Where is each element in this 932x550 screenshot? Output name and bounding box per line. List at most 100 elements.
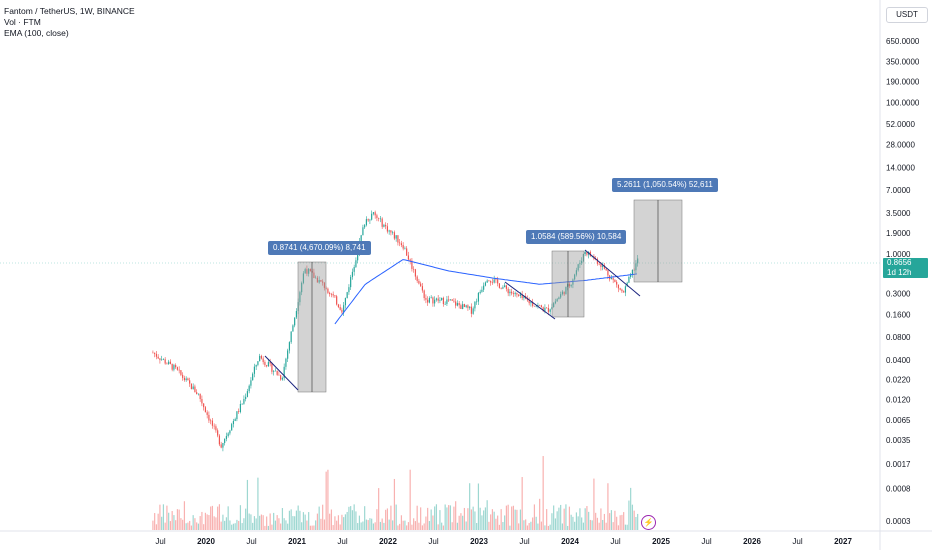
volume-bar	[208, 515, 210, 530]
volume-bar	[217, 506, 219, 530]
candle-body	[283, 366, 285, 379]
candle-body	[315, 277, 317, 279]
volume-bar	[530, 521, 532, 530]
candle-body	[344, 298, 347, 306]
volume-bar	[605, 522, 607, 530]
candle-body	[624, 286, 627, 293]
volume-bar	[301, 522, 303, 530]
price-tick-label: 100.0000	[886, 99, 920, 108]
volume-bar	[255, 518, 257, 530]
candle-body	[243, 399, 245, 404]
candle-body	[292, 325, 294, 332]
volume-bar	[409, 469, 411, 530]
volume-bar	[204, 512, 207, 530]
candle-body	[479, 291, 481, 294]
chart-drawings[interactable]	[264, 199, 683, 393]
candle-body	[378, 218, 380, 219]
volume-bar	[225, 517, 228, 530]
candle-body	[159, 358, 161, 361]
measure-label-3[interactable]: 5.2611 (1,050.54%) 52,611	[612, 178, 718, 192]
volume-bar	[635, 516, 637, 530]
candle-body	[227, 433, 229, 437]
ema-indicator-label[interactable]: EMA (100, close)	[4, 28, 69, 38]
volume-bar	[462, 515, 464, 530]
volume-bar	[313, 525, 315, 530]
volume-bar	[523, 520, 525, 530]
volume-bar	[549, 524, 551, 530]
volume-bar	[526, 525, 529, 530]
volume-bar	[246, 479, 249, 530]
volume-bar	[434, 506, 436, 530]
lightning-icon[interactable]: ⚡	[641, 515, 656, 530]
candle-body	[556, 299, 558, 302]
volume-bar	[460, 513, 462, 530]
volume-bar	[479, 507, 481, 530]
candle-body	[423, 290, 425, 299]
volume-bar	[630, 487, 632, 530]
candle-body	[602, 265, 604, 267]
volume-bar	[185, 523, 187, 530]
candle-body	[577, 264, 579, 271]
volume-bar	[297, 505, 299, 530]
volume-bar	[383, 522, 385, 530]
candle-body	[561, 291, 564, 295]
volume-bar	[448, 505, 450, 530]
volume-bar	[278, 518, 280, 530]
measure-label-1[interactable]: 0.8741 (4,670.09%) 8,741	[268, 241, 371, 255]
candle-body	[178, 369, 180, 371]
volume-indicator-label[interactable]: Vol · FTM	[4, 17, 41, 27]
volume-bar	[547, 525, 550, 530]
price-tick-label: 14.0000	[886, 163, 915, 172]
volume-bar	[274, 520, 277, 530]
price-tick-label: 0.1600	[886, 310, 911, 319]
candle-body	[313, 272, 315, 279]
price-tick-label: 0.0065	[886, 416, 911, 425]
volume-bar	[535, 516, 537, 530]
volume-bar	[512, 505, 515, 530]
candle-body	[264, 362, 266, 366]
volume-bar	[262, 515, 264, 530]
currency-selector[interactable]: USDT	[886, 7, 928, 23]
candle-body	[516, 292, 518, 295]
volume-bar	[316, 513, 319, 530]
candle-body	[635, 263, 637, 271]
volume-bar	[390, 505, 392, 530]
volume-bar	[474, 511, 476, 530]
candle-body	[612, 278, 614, 280]
volume-bar	[155, 524, 158, 530]
candle-body	[628, 277, 630, 283]
candle-body	[173, 365, 175, 370]
volume-bar	[624, 524, 627, 530]
volume-bar	[490, 514, 492, 530]
volume-bar	[379, 521, 382, 530]
volume-bar	[505, 505, 508, 530]
volume-bar	[427, 507, 429, 530]
candle-body	[418, 280, 420, 284]
candle-body	[528, 300, 530, 304]
candle-body	[355, 260, 357, 267]
time-tick-label: 2025	[652, 537, 670, 546]
volume-bar	[194, 518, 196, 530]
volume-bar	[435, 504, 438, 530]
candle-body	[280, 375, 282, 380]
candle-body	[563, 291, 565, 295]
volume-bar	[570, 514, 572, 530]
candle-body	[495, 279, 497, 281]
volume-bar	[593, 478, 595, 530]
candle-body	[446, 299, 448, 304]
volume-bar	[495, 518, 497, 530]
measure-label-2[interactable]: 1.0584 (589.56%) 10,584	[526, 230, 627, 244]
candle-body	[448, 299, 450, 301]
volume-bar	[449, 505, 452, 530]
volume-bar	[222, 514, 224, 530]
candle-body	[572, 279, 574, 285]
volume-bar	[477, 483, 480, 530]
volume-bar	[264, 525, 266, 530]
candle-body	[631, 269, 634, 275]
volume-bar	[582, 522, 585, 530]
candle-body	[537, 305, 539, 307]
candle-body	[544, 307, 546, 311]
symbol-title[interactable]: Fantom / TetherUS, 1W, BINANCE	[4, 6, 135, 16]
candle-body	[484, 282, 487, 286]
